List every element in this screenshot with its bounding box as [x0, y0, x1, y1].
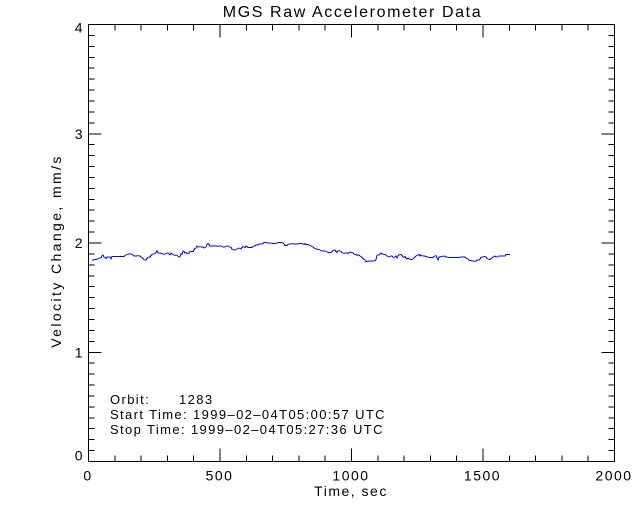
svg-text:2: 2	[75, 235, 84, 251]
svg-text:MGS Raw Accelerometer Data: MGS Raw Accelerometer Data	[223, 4, 482, 21]
svg-text:1500: 1500	[464, 468, 501, 484]
svg-text:500: 500	[206, 468, 234, 484]
svg-text:0: 0	[75, 448, 84, 464]
svg-text:3: 3	[75, 126, 84, 142]
svg-text:Time, sec: Time, sec	[314, 483, 388, 499]
svg-text:1000: 1000	[332, 468, 369, 484]
svg-text:0: 0	[83, 468, 92, 484]
svg-text:Stop Time: 1999–02–04T05:27:36: Stop Time: 1999–02–04T05:27:36 UTC	[110, 422, 384, 437]
svg-text:Start Time: 1999–02–04T05:00:5: Start Time: 1999–02–04T05:00:57 UTC	[110, 407, 386, 422]
svg-text:Velocity Change, mm/s: Velocity Change, mm/s	[48, 154, 64, 348]
svg-text:Orbit:: Orbit:	[110, 392, 150, 407]
svg-text:4: 4	[75, 20, 84, 36]
svg-text:1283: 1283	[179, 392, 213, 407]
svg-text:2000: 2000	[595, 468, 632, 484]
svg-text:1: 1	[75, 344, 84, 360]
